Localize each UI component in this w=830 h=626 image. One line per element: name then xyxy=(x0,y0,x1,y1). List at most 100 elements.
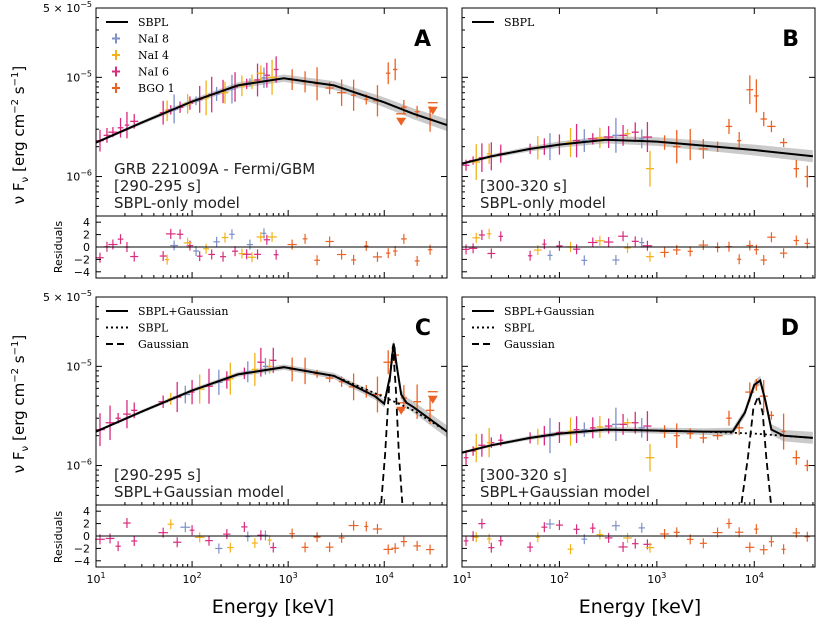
y-tick-label-y_low-exp: −6 xyxy=(80,169,92,178)
x-tick-label-4: 104 xyxy=(745,571,764,586)
legend-label: NaI 6 xyxy=(138,66,169,79)
svg-text:ν Fν[erg cm−2 s−1]: ν Fν [erg cm−2 s−1] xyxy=(10,335,31,473)
x-tick-label-2-base: 10 xyxy=(550,573,564,586)
residual-label-bottom: Residuals xyxy=(52,511,65,563)
y-tick-label-y_mid: 10−5 xyxy=(66,358,92,373)
ylabel-units: [erg cm xyxy=(10,114,28,172)
legend-label: SBPL+Gaussian xyxy=(504,305,594,318)
model-uncertainty-band xyxy=(462,375,813,454)
y-tick-label-y_mid-exp: −5 xyxy=(80,69,92,78)
residual-tick-label: −4 xyxy=(74,555,90,568)
ylabel-exp2: −1 xyxy=(10,72,21,87)
upper-limit-arrow xyxy=(427,106,438,115)
x-tick-label-3-exp: 3 xyxy=(661,571,666,580)
ylabel-exp1-2: −2 xyxy=(10,368,21,383)
legend-label: Gaussian xyxy=(504,338,555,351)
x-axis-label-left: Energy [keV] xyxy=(212,596,334,618)
panel-note-line-1: [290-295 s] xyxy=(114,466,201,484)
x-tick-label-4-base: 10 xyxy=(745,573,759,586)
legend-label: BGO 1 xyxy=(138,82,175,95)
model-line-sbpl xyxy=(96,366,447,433)
panel-B: B SBPL [300-320 s]SBPL-only model xyxy=(461,7,816,279)
y-label-bottom: ν Fν [erg cm−2 s−1] xyxy=(10,335,31,473)
y-tick-label-y_mid: 10−5 xyxy=(66,69,92,84)
legend: SBPL+Gaussian SBPL Gaussian xyxy=(472,305,594,351)
model-line-sbpl xyxy=(96,77,447,144)
x-tick-label-1-exp: 1 xyxy=(466,571,471,580)
y-tick-label-y_low-base: 10 xyxy=(66,171,80,184)
y-tick-label-y_low-exp: −6 xyxy=(80,458,92,467)
legend-label: SBPL xyxy=(138,16,169,29)
residual-tick-label: 2 xyxy=(83,229,90,242)
residual-label-top: Residuals xyxy=(52,221,65,273)
plot-area xyxy=(96,339,447,503)
model-line-sbpl xyxy=(462,428,813,454)
x-tick-label-3: 103 xyxy=(279,571,298,586)
x-tick-label-3-base: 10 xyxy=(279,573,293,586)
ylabel-flux-2: ν F xyxy=(10,451,28,473)
ylabel-close-2: ] xyxy=(10,335,28,341)
ylabel-mid: s xyxy=(10,86,28,99)
upper-limit-arrow xyxy=(396,406,407,415)
upper-limit-arrow xyxy=(396,117,407,126)
model-line-gaussian xyxy=(740,393,772,504)
y-tick-label-y_top-exp: −5 xyxy=(80,0,92,9)
residual-tick-label: −2 xyxy=(74,253,90,266)
model-line-sbpl-gaussian xyxy=(462,378,813,454)
x-tick-label-3: 103 xyxy=(647,571,666,586)
x-tick-label-2-exp: 2 xyxy=(197,571,202,580)
panel-letter-D: D xyxy=(781,316,799,341)
legend-label: NaI 8 xyxy=(138,33,169,46)
legend-label: SBPL xyxy=(504,16,535,29)
x-tick-label-3-base: 10 xyxy=(647,573,661,586)
x-tick-label-4-base: 10 xyxy=(375,573,389,586)
residual-tick-label: 0 xyxy=(83,241,90,254)
x-tick-label-1-base: 10 xyxy=(86,573,100,586)
x-tick-label-4-exp: 4 xyxy=(759,571,764,580)
ylabel-sub-2: ν xyxy=(20,445,31,451)
residual-tick-label: −4 xyxy=(74,266,90,279)
x-tick-label-2-base: 10 xyxy=(183,573,197,586)
legend-label: NaI 4 xyxy=(138,49,169,62)
plot-area xyxy=(462,75,814,188)
panel-letter-A: A xyxy=(414,27,431,52)
series-nai-8 xyxy=(170,67,267,124)
ylabel-close: ] xyxy=(10,66,28,72)
panel-note-line-3: SBPL-only model xyxy=(114,194,240,212)
y-tick-label-y_top-base: 5 × 10 xyxy=(43,291,80,304)
y-tick-label-y_top-exp: −5 xyxy=(80,289,92,298)
x-tick-label-4: 104 xyxy=(375,571,394,586)
legend: SBPL+Gaussian SBPL Gaussian xyxy=(106,305,228,351)
x-tick-label-2-exp: 2 xyxy=(564,571,569,580)
ylabel-units-2: [erg cm xyxy=(10,383,28,441)
residual-tick-label: 0 xyxy=(83,530,90,543)
x-tick-label-2: 102 xyxy=(183,571,202,586)
residual-tick-label: −2 xyxy=(74,542,90,555)
residual-tick-label: 4 xyxy=(83,505,90,518)
y-tick-label-y_mid-exp: −5 xyxy=(80,358,92,367)
model-line-gaussian xyxy=(380,346,404,503)
panel-letter-B: B xyxy=(782,27,799,52)
svg-text:ν Fν[erg cm−2 s−1]: ν Fν [erg cm−2 s−1] xyxy=(10,66,31,204)
legend: SBPL NaI 8 NaI 4 NaI 6 BGO 1 xyxy=(106,16,175,95)
residuals-label: Residuals xyxy=(52,221,65,273)
y-tick-label-y_low: 10−6 xyxy=(66,458,92,473)
panel-D: 101 102 103 104DSBPL+GaussianSBPLGaussian[3… xyxy=(452,296,816,586)
legend-label: SBPL xyxy=(504,322,535,335)
series-nai-6 xyxy=(96,347,277,447)
panel-note-line-2: SBPL+Gaussian model xyxy=(114,483,284,501)
ylabel-exp1: −2 xyxy=(10,99,21,114)
y-tick-label-y_low: 10−6 xyxy=(66,169,92,184)
y-tick-label-y_low-base: 10 xyxy=(66,460,80,473)
panel-note-line-2: SBPL-only model xyxy=(480,194,606,212)
model-line-sbpl xyxy=(462,138,814,165)
ylabel-exp2-2: −1 xyxy=(10,341,21,356)
y-tick-label-y_mid-base: 10 xyxy=(66,71,80,84)
x-axis-label-right: Energy [keV] xyxy=(579,596,701,618)
ylabel-sub: ν xyxy=(20,176,31,182)
panel-note-line-1: [300-320 s] xyxy=(480,466,567,484)
y-label-top: ν Fν [erg cm−2 s−1] xyxy=(10,66,31,204)
